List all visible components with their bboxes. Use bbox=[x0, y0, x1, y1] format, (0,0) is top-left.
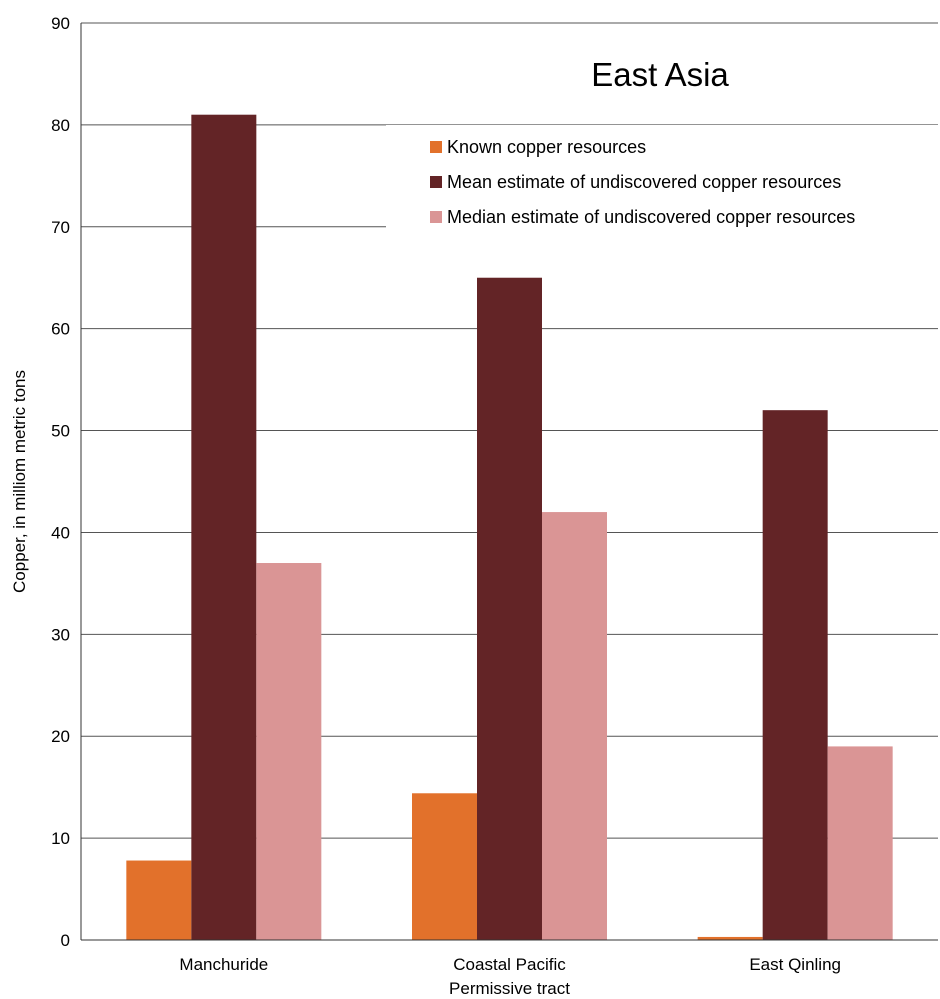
y-tick-label: 30 bbox=[51, 625, 70, 644]
y-tick-label: 80 bbox=[51, 116, 70, 135]
x-axis-title: Permissive tract bbox=[449, 979, 570, 998]
bar-east-qinling-series-2 bbox=[762, 410, 828, 941]
y-tick-label: 10 bbox=[51, 829, 70, 848]
axes bbox=[80, 23, 938, 941]
y-tick-label: 40 bbox=[51, 523, 70, 542]
bar-coastal-pacific-series-1 bbox=[412, 793, 477, 940]
legend-background bbox=[386, 125, 938, 243]
bars bbox=[126, 114, 893, 941]
y-tick-labels: 0 10 20 30 40 50 60 70 80 90 bbox=[51, 14, 70, 950]
bar-east-qinling-series-1 bbox=[697, 936, 763, 940]
y-tick-label: 70 bbox=[51, 218, 70, 237]
chart-title: East Asia bbox=[591, 56, 729, 93]
bar-manchuride-series-1 bbox=[126, 860, 192, 940]
y-tick-label: 0 bbox=[61, 931, 70, 950]
bar-coastal-pacific-series-2 bbox=[477, 277, 542, 940]
legend-label: Known copper resources bbox=[447, 137, 646, 157]
legend-label: Median estimate of undiscovered copper r… bbox=[447, 207, 855, 227]
x-tick-label: Manchuride bbox=[179, 955, 268, 974]
bar-manchuride-series-3 bbox=[256, 563, 322, 940]
x-tick-label: East Qinling bbox=[749, 955, 841, 974]
bar-east-qinling-series-3 bbox=[827, 746, 893, 940]
legend-swatch bbox=[430, 176, 442, 188]
bar-manchuride-series-2 bbox=[191, 114, 257, 940]
x-tick-labels: Manchuride Coastal Pacific East Qinling bbox=[179, 955, 841, 974]
legend-swatch bbox=[430, 211, 442, 223]
y-tick-label: 90 bbox=[51, 14, 70, 33]
legend: Known copper resources Mean estimate of u… bbox=[386, 125, 938, 243]
bar-coastal-pacific-series-3 bbox=[542, 512, 607, 940]
x-tick-label: Coastal Pacific bbox=[453, 955, 566, 974]
y-axis-title: Copper, in milliom metric tons bbox=[10, 370, 29, 593]
y-tick-label: 20 bbox=[51, 727, 70, 746]
y-tick-label: 50 bbox=[51, 422, 70, 441]
legend-swatch bbox=[430, 141, 442, 153]
legend-label: Mean estimate of undiscovered copper res… bbox=[447, 172, 841, 192]
y-tick-label: 60 bbox=[51, 320, 70, 339]
